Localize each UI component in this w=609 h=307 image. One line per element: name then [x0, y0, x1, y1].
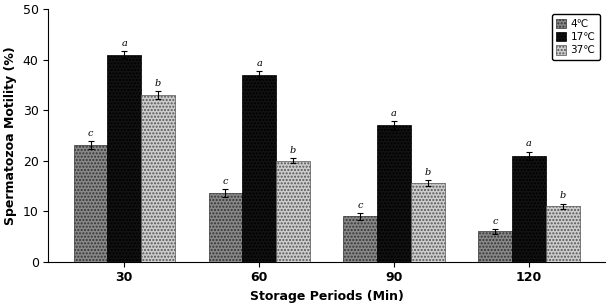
Text: c: c: [223, 177, 228, 186]
Text: b: b: [424, 168, 431, 177]
Legend: 4℃, 17℃, 37℃: 4℃, 17℃, 37℃: [552, 14, 600, 60]
Bar: [242, 75, 276, 262]
Bar: [209, 193, 242, 262]
Text: c: c: [357, 200, 363, 210]
Bar: [377, 125, 411, 262]
Text: a: a: [256, 59, 262, 68]
Bar: [141, 95, 175, 262]
Text: b: b: [155, 80, 161, 88]
Bar: [276, 161, 310, 262]
Text: a: a: [526, 139, 532, 149]
Text: a: a: [121, 39, 127, 48]
Bar: [74, 146, 107, 262]
Text: b: b: [290, 146, 296, 155]
Text: c: c: [493, 217, 498, 226]
Bar: [479, 231, 512, 262]
Bar: [546, 206, 580, 262]
Text: c: c: [88, 129, 93, 138]
Text: b: b: [560, 192, 566, 200]
Bar: [411, 183, 445, 262]
Bar: [512, 156, 546, 262]
Y-axis label: Spermatozoa Motility (%): Spermatozoa Motility (%): [4, 46, 17, 225]
X-axis label: Storage Periods (Min): Storage Periods (Min): [250, 290, 404, 303]
Bar: [107, 55, 141, 262]
Bar: [343, 216, 377, 262]
Text: a: a: [391, 109, 397, 118]
